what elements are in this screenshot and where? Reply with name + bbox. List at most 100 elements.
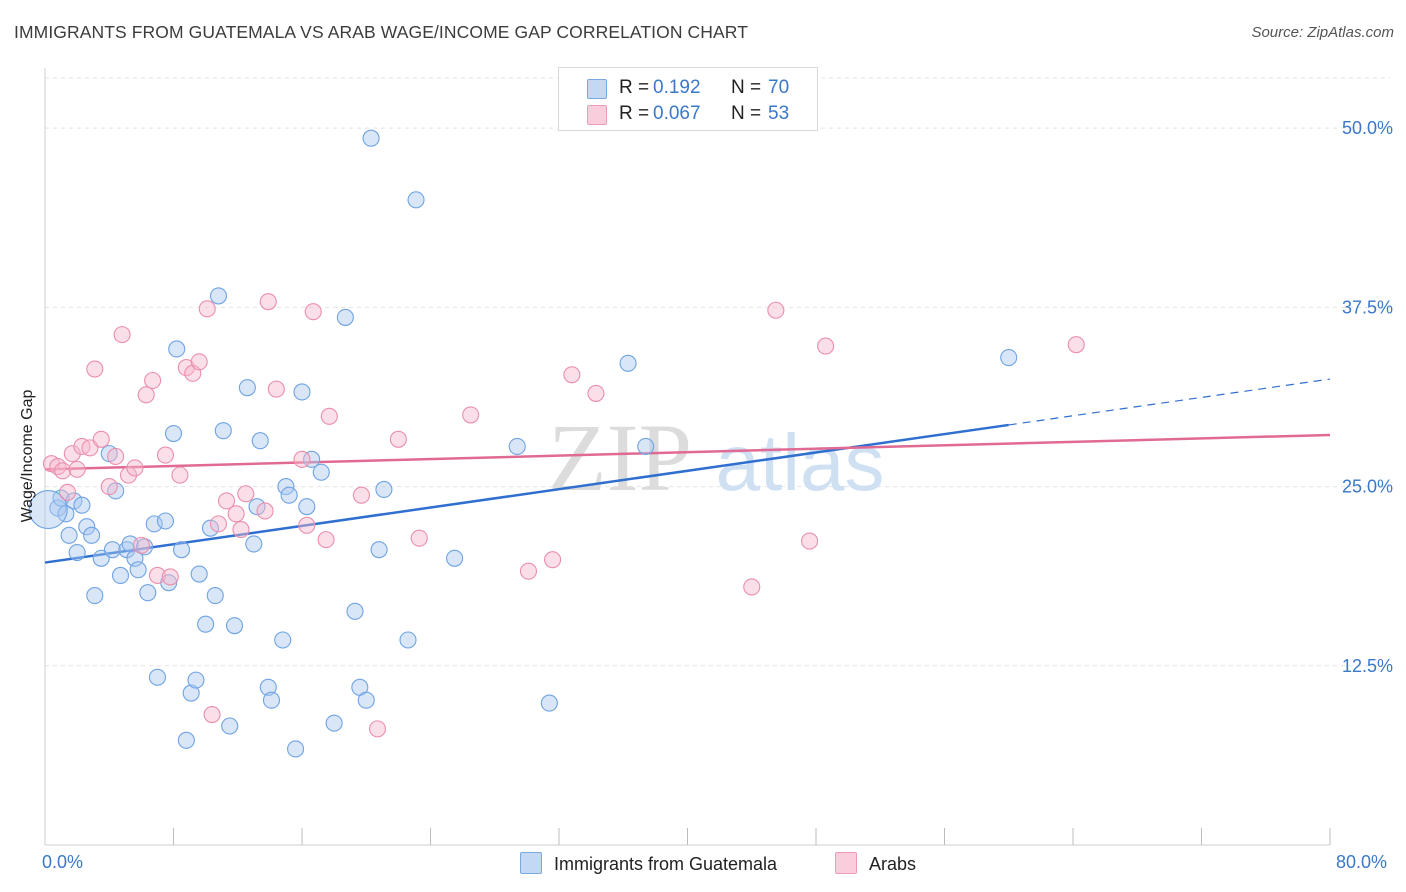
- arab-point: [113, 326, 131, 344]
- legend-r-label: R =: [619, 103, 650, 124]
- arab-point: [148, 566, 166, 585]
- guatemala-point: [86, 586, 104, 605]
- arab-point: [256, 502, 274, 520]
- guatemala-point: [190, 565, 208, 583]
- arab-point: [767, 301, 785, 319]
- arab-point: [217, 492, 236, 510]
- arab-point: [368, 720, 387, 738]
- arab-point: [81, 439, 99, 457]
- gridlines: [45, 77, 1390, 667]
- guatemala-point: [197, 615, 215, 633]
- guatemala-point: [619, 354, 637, 372]
- arab-point: [304, 303, 322, 321]
- arab-point: [107, 447, 125, 466]
- guatemala-point: [245, 535, 263, 553]
- guatemala-point: [145, 515, 163, 533]
- guatemala-point: [375, 480, 393, 499]
- x-tick-label-max: 80.0%: [1336, 852, 1388, 872]
- guatemala-point: [168, 340, 186, 358]
- guatemala-point: [164, 424, 183, 443]
- guatemala-point: [92, 549, 110, 567]
- guatemala-point: [303, 450, 321, 468]
- arab-point: [232, 521, 250, 539]
- arab-point: [171, 466, 189, 484]
- arab-point: [259, 293, 277, 311]
- guatemala-point: [209, 287, 228, 305]
- guatemala-point: [139, 584, 157, 602]
- guatemala-trend-extension: [1008, 378, 1331, 426]
- arab-point: [317, 531, 335, 549]
- data-points: [28, 129, 1085, 758]
- arab-point: [298, 516, 316, 534]
- guatemala-point: [637, 437, 655, 455]
- guatemala-point: [28, 489, 68, 530]
- guatemala-point: [259, 678, 277, 696]
- chart-title: IMMIGRANTS FROM GUATEMALA VS ARAB WAGE/I…: [14, 22, 749, 42]
- arab-point: [190, 353, 208, 371]
- arab-point: [293, 450, 311, 468]
- arab-point: [544, 551, 562, 569]
- arab-point: [58, 483, 77, 501]
- arab-point: [320, 407, 338, 425]
- arab-point: [462, 406, 480, 424]
- arab-point: [227, 505, 245, 523]
- guatemala-point: [370, 541, 388, 559]
- arab-point: [203, 705, 221, 724]
- guatemala-point: [446, 549, 464, 567]
- bottom-legend-swatch-blue: [520, 852, 542, 874]
- arab-point: [587, 384, 605, 402]
- arab-point: [144, 371, 162, 390]
- guatemala-point: [221, 717, 239, 735]
- legend-swatch-pink: [587, 105, 607, 125]
- guatemala-point: [540, 694, 558, 712]
- guatemala-point: [248, 498, 266, 516]
- arab-point: [161, 568, 179, 586]
- y-tick-label: 12.5%: [1342, 656, 1393, 676]
- arab-point: [267, 380, 285, 398]
- arab-point: [237, 485, 255, 503]
- stats-legend: R = 0.192 N = 70 R = 0.067 N = 53: [558, 67, 818, 131]
- guatemala-point: [177, 731, 195, 749]
- source-label: Source: ZipAtlas.com: [1251, 24, 1394, 41]
- guatemala-point: [201, 519, 219, 537]
- guatemala-point: [182, 684, 200, 702]
- guatemala-point: [287, 740, 305, 758]
- arab-point: [209, 515, 228, 533]
- y-axis-title: Wage/Income Gap: [19, 389, 36, 523]
- legend-r-value: 0.192: [653, 77, 701, 98]
- guatemala-point: [148, 668, 166, 686]
- bottom-legend-label: Immigrants from Guatemala: [554, 854, 778, 874]
- legend-n-value: 53: [768, 103, 790, 124]
- arab-point: [801, 532, 819, 550]
- guatemala-point: [277, 478, 295, 496]
- guatemala-point: [60, 526, 78, 544]
- arab-point: [389, 430, 407, 448]
- guatemala-point: [52, 489, 70, 507]
- bottom-legend-swatch-pink: [835, 852, 857, 874]
- arab-point: [54, 462, 72, 480]
- arab-point: [410, 529, 428, 547]
- guatemala-point: [225, 617, 244, 635]
- legend-n-value: 70: [768, 77, 790, 98]
- y-tick-labels: 12.5% 25.0% 37.5% 50.0%: [1342, 118, 1393, 676]
- guatemala-point: [103, 541, 122, 559]
- guatemala-point: [206, 586, 224, 605]
- arab-trend-line: [44, 433, 1331, 471]
- guatemala-point: [65, 492, 83, 510]
- legend-row-arabs: R = 0.067 N = 53: [559, 102, 817, 128]
- guatemala-point: [214, 422, 232, 440]
- guatemala-point: [362, 129, 380, 147]
- arab-point: [352, 486, 370, 504]
- arab-point: [156, 446, 175, 464]
- guatemala-point: [274, 631, 292, 649]
- guatemala-point: [280, 486, 298, 504]
- arab-point: [92, 430, 110, 448]
- bottom-legend-label: Arabs: [869, 854, 917, 874]
- guatemala-point: [346, 602, 364, 620]
- arab-point: [743, 578, 761, 596]
- arab-point: [63, 445, 81, 463]
- arab-point: [119, 466, 138, 484]
- guatemala-point: [68, 543, 86, 562]
- guatemala-point: [73, 496, 91, 514]
